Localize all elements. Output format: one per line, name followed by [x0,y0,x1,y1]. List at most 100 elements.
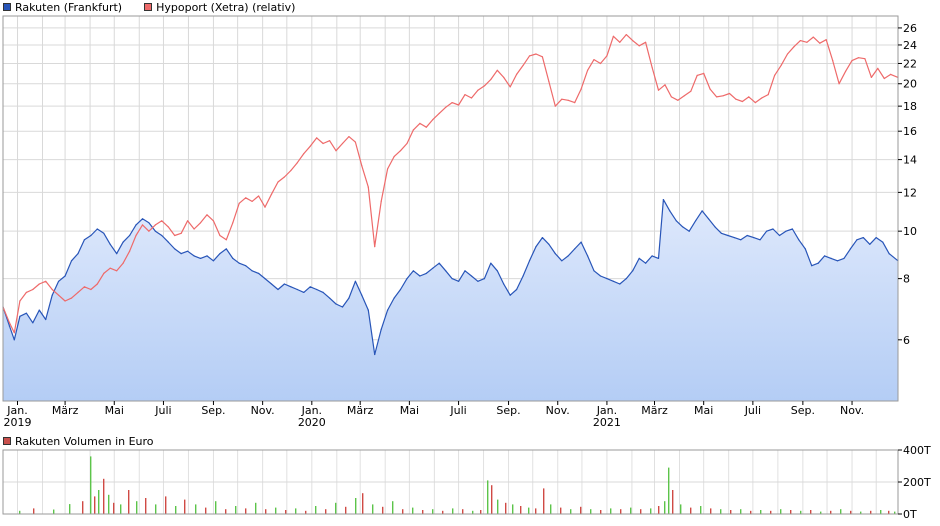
series-point-0 [612,280,615,282]
volume-bar [402,509,404,514]
series-point-0 [632,270,634,272]
volume-bar [82,501,84,514]
series-point-0 [804,248,806,250]
series-line-0 [2,199,899,356]
series-point-1 [528,55,531,57]
series-point-0 [477,280,479,282]
price-ytick-label: 16 [903,125,917,138]
volume-bar [860,511,862,514]
series-point-0 [811,265,813,267]
series-point-1 [232,222,234,224]
series-point-1 [587,69,589,71]
series-point-1 [664,84,666,86]
series-point-0 [509,294,511,296]
volume-bar [535,508,537,514]
series-point-1 [161,220,163,222]
series-point-0 [567,255,569,257]
volume-bar [195,504,197,514]
series-point-1 [799,40,802,42]
price-xtick-year: 2021 [593,416,621,429]
series-point-1 [238,202,240,204]
series-point-1 [167,226,169,228]
series-point-1 [425,126,427,128]
series-point-0 [688,230,690,232]
volume-bar [155,504,157,514]
series-point-0 [733,237,735,239]
volume-bar [285,510,287,514]
volume-bar [528,507,530,514]
series-point-1 [496,69,498,71]
series-point-1 [361,165,363,167]
series-point-0 [888,253,890,255]
series-point-0 [348,297,350,299]
series-point-0 [277,288,279,291]
series-point-0 [849,248,852,250]
series-point-1 [45,280,47,282]
series-point-1 [51,288,53,291]
volume-bar [740,509,742,514]
series-point-0 [13,339,15,341]
volume-bar [672,490,674,514]
series-point-0 [258,272,260,274]
series-point-0 [303,291,305,293]
series-point-0 [180,253,182,255]
series-point-1 [786,53,789,55]
series-point-0 [720,232,723,234]
volume-bar [120,504,122,514]
volume-bar [235,506,237,514]
series-point-0 [290,286,292,288]
series-point-0 [593,270,595,272]
series-point-1 [354,141,356,143]
series-point-1 [703,72,705,74]
volume-bar [710,508,712,514]
series-point-1 [154,224,156,226]
series-point-1 [70,297,73,299]
price-xtick-label: Sep. [496,404,520,417]
volume-bar [520,506,522,514]
series-point-1 [270,193,273,195]
series-point-0 [70,260,73,262]
series-point-0 [354,280,356,282]
series-point-0 [645,262,647,264]
series-point-0 [154,230,156,232]
series-point-0 [824,255,826,257]
series-point-0 [64,275,66,277]
rakuten-swatch [3,3,11,11]
series-point-1 [567,99,569,101]
series-point-0 [161,234,163,237]
series-point-1 [541,56,544,58]
price-xtick-label: Sep. [201,404,225,417]
series-point-0 [503,283,505,285]
series-point-0 [341,306,344,308]
series-point-1 [825,39,827,41]
series-point-0 [296,288,298,291]
series-point-0 [856,239,858,241]
series-point-1 [793,46,795,48]
series-point-0 [206,255,208,257]
volume-bar [680,504,682,514]
series-point-0 [438,262,440,264]
series-point-0 [19,315,21,317]
volume-bar [810,510,812,514]
series-point-0 [778,234,781,237]
series-point-0 [432,267,434,269]
series-point-1 [722,95,724,97]
volume-bar [462,509,464,514]
price-xtick-label: Juli [154,404,171,417]
series-point-1 [387,168,389,170]
price-xtick-label: Jan. [6,404,27,417]
series-point-1 [690,90,692,92]
series-point-1 [890,73,892,75]
series-point-0 [638,257,640,259]
volume-bar [19,510,21,514]
volume-bar [225,509,227,514]
price-ytick-label: 24 [903,39,917,52]
series-point-1 [483,85,485,87]
volume-bar [113,502,115,514]
volume-bar [255,502,257,514]
series-point-1 [277,181,279,183]
volume-bar [610,508,612,514]
price-ytick-label: 18 [903,100,917,113]
price-xtick-label: Juli [449,404,466,417]
series-point-1 [470,97,473,99]
